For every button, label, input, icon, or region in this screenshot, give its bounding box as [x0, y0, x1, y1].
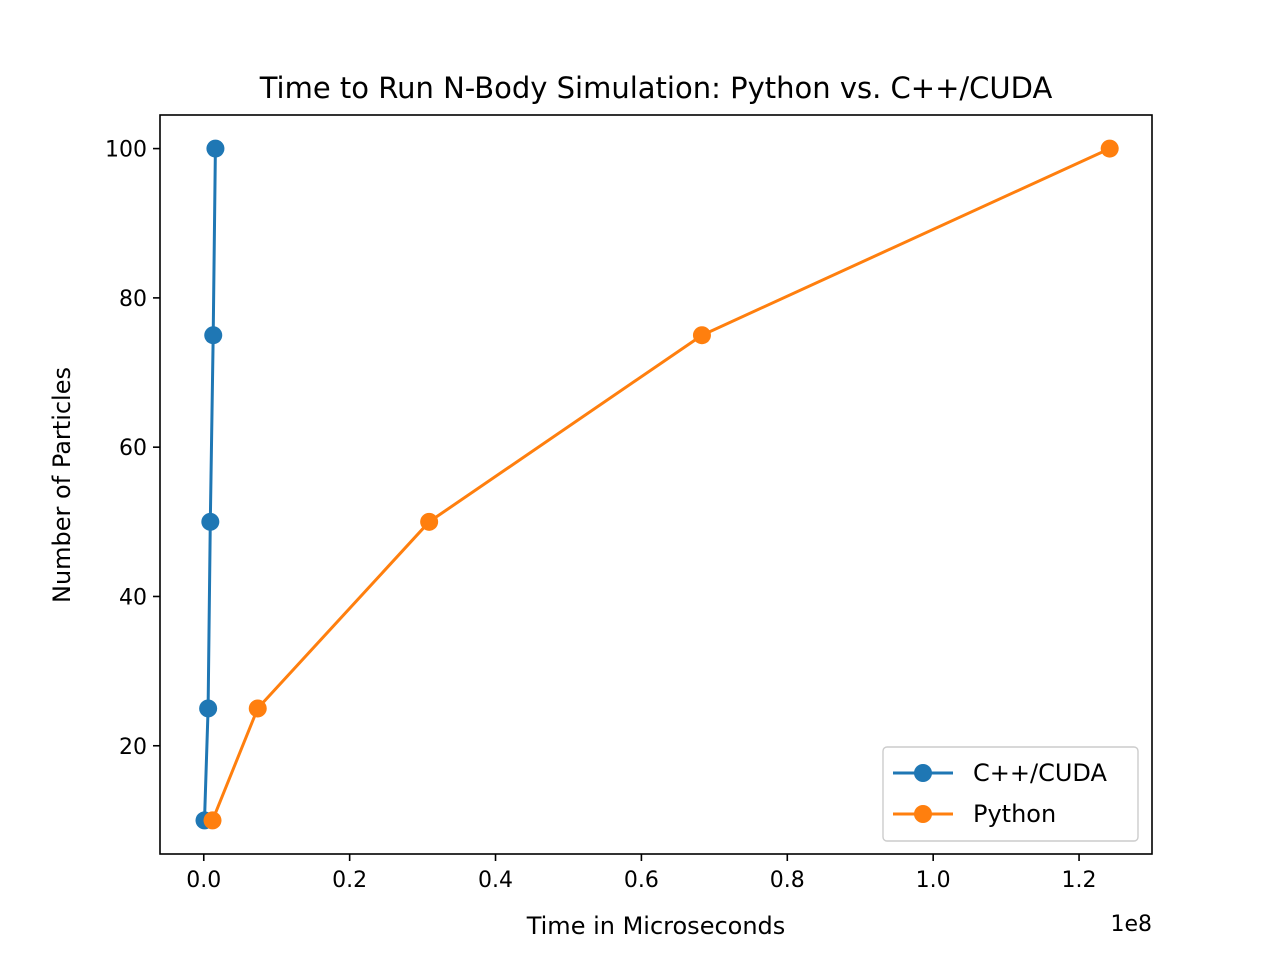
series-layer: [195, 139, 1119, 830]
y-axis-ticks: 20 40 60 80 100: [105, 138, 160, 760]
y-axis-label: Number of Particles: [48, 367, 76, 603]
x-tick-label: 1.2: [1062, 868, 1097, 893]
x-tick-label: 1.0: [916, 868, 951, 893]
legend-items: C++/CUDA Python: [893, 759, 1107, 828]
y-tick-label: 40: [119, 585, 147, 610]
x-axis-offset-label: 1e8: [1110, 912, 1152, 937]
data-point-c-cuda: [206, 139, 225, 158]
x-tick-label: 0.4: [478, 868, 513, 893]
y-tick-label: 100: [105, 138, 147, 163]
y-tick-label: 20: [119, 735, 147, 760]
y-tick-label: 80: [119, 287, 147, 312]
x-tick-label: 0.6: [624, 868, 659, 893]
data-point-c-cuda: [199, 699, 218, 718]
x-tick-label: 0.0: [186, 868, 221, 893]
data-point-python: [203, 811, 222, 830]
data-point-python: [248, 699, 267, 718]
chart-title: Time to Run N-Body Simulation: Python vs…: [259, 71, 1053, 105]
legend-label-c-cuda: C++/CUDA: [973, 759, 1107, 787]
legend-frame: [882, 746, 1139, 842]
x-tick-label: 0.8: [770, 868, 805, 893]
x-axis-label: Time in Microseconds: [526, 912, 786, 940]
plot-frame: [159, 114, 1153, 855]
x-axis-ticks: 0.0 0.2 0.4 0.6 0.8 1.0 1.2: [186, 854, 1097, 893]
data-point-c-cuda: [204, 326, 223, 345]
legend-marker-python: [914, 805, 932, 823]
legend-label-python: Python: [973, 800, 1056, 828]
x-tick-label: 0.2: [332, 868, 367, 893]
legend: C++/CUDA Python: [882, 746, 1139, 842]
data-point-python: [420, 512, 439, 531]
data-point-python: [1100, 139, 1119, 158]
y-tick-label: 60: [119, 436, 147, 461]
data-point-c-cuda: [201, 512, 220, 531]
data-point-python: [692, 326, 711, 345]
legend-marker-c-cuda: [914, 764, 932, 782]
